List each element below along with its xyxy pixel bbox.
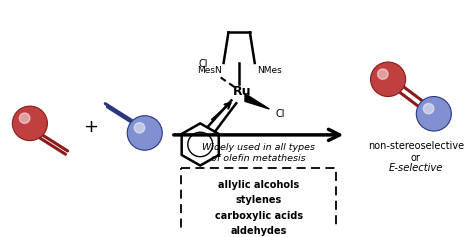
Text: Cl: Cl (199, 59, 208, 69)
Text: +: + (83, 118, 98, 136)
Text: allylic alcohols: allylic alcohols (218, 180, 299, 190)
Text: or: or (411, 153, 421, 163)
Circle shape (423, 103, 434, 114)
Text: carboxylic acids: carboxylic acids (215, 211, 303, 221)
Circle shape (12, 106, 47, 141)
Circle shape (416, 96, 451, 131)
Text: MesN: MesN (197, 66, 222, 75)
Text: non-stereoselective: non-stereoselective (368, 141, 464, 151)
Polygon shape (245, 94, 269, 109)
Circle shape (134, 123, 145, 133)
Text: of olefin metathesis: of olefin metathesis (211, 154, 306, 163)
Circle shape (371, 62, 406, 96)
Circle shape (127, 116, 162, 150)
Circle shape (378, 69, 388, 79)
Text: NMes: NMes (257, 66, 282, 75)
Text: aldehydes: aldehydes (230, 226, 287, 236)
Text: Oi-Pr: Oi-Pr (205, 170, 227, 179)
Text: E-selective: E-selective (389, 163, 443, 173)
Circle shape (19, 113, 30, 123)
FancyBboxPatch shape (181, 169, 337, 237)
Text: Widely used in all types: Widely used in all types (202, 142, 315, 151)
Text: stylenes: stylenes (236, 195, 282, 205)
Text: Cl: Cl (275, 109, 285, 119)
Text: Ru: Ru (233, 85, 251, 98)
